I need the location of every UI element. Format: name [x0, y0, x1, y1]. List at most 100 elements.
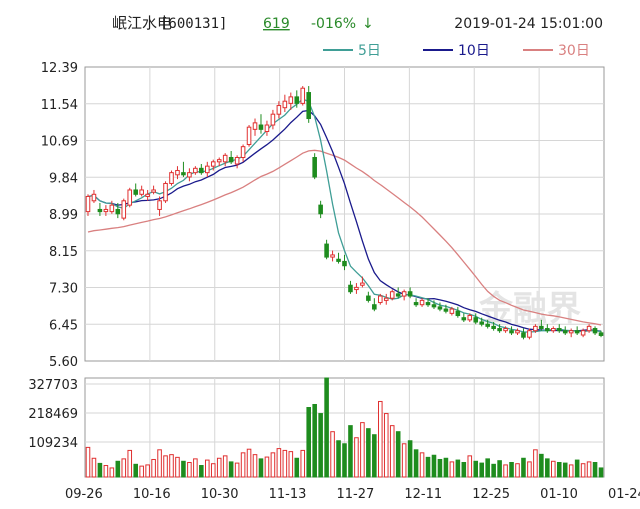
- candlestick: [109, 200, 115, 214]
- candlestick: [598, 330, 604, 338]
- candlestick: [169, 170, 174, 186]
- candlestick: [300, 86, 306, 106]
- volume-bar: [467, 455, 473, 478]
- price-tick-label: 5.60: [49, 355, 78, 370]
- volume-bar: [228, 461, 234, 478]
- candle-body: [115, 208, 121, 215]
- volume-bar: [151, 458, 156, 478]
- volume-bar: [103, 465, 109, 478]
- volume-bar: [288, 451, 294, 478]
- candle-body: [91, 193, 97, 202]
- volume-bar: [187, 461, 192, 478]
- volume-tick-label: 109234: [28, 436, 78, 451]
- ma-5-day-line: [87, 98, 602, 333]
- volume-bar: [586, 461, 592, 478]
- volume-bar: [234, 462, 240, 478]
- date-tick-label: 01-24: [608, 487, 640, 502]
- candle-body: [85, 195, 91, 213]
- legend-10-day-label: 10日: [458, 43, 490, 59]
- candle-body: [199, 167, 204, 174]
- candlestick: [324, 239, 329, 260]
- candle-body: [240, 146, 246, 158]
- candlestick: [264, 120, 270, 136]
- candlestick: [234, 155, 240, 169]
- candlestick: [318, 200, 323, 219]
- volume-bar: [121, 458, 127, 478]
- volume-bar: [318, 413, 323, 478]
- candlestick: [556, 324, 562, 333]
- candle-body: [509, 330, 514, 334]
- candle-body: [425, 302, 431, 306]
- volume-bar: [521, 457, 526, 478]
- candle-body: [139, 189, 144, 195]
- candle-body: [234, 156, 240, 165]
- candlestick: [121, 198, 127, 221]
- candlestick: [527, 328, 532, 340]
- volume-bar: [574, 459, 580, 478]
- candlestick: [222, 153, 228, 167]
- volume-bar: [533, 449, 538, 478]
- candlestick: [276, 101, 282, 119]
- candle-body: [282, 100, 288, 109]
- candle-body: [157, 200, 162, 210]
- candlestick: [312, 153, 317, 180]
- volume-bar: [366, 428, 371, 478]
- candlestick: [509, 326, 514, 336]
- candlestick: [539, 319, 544, 331]
- volume-bar: [378, 400, 383, 478]
- candlestick: [395, 287, 401, 299]
- volume-bar: [455, 459, 461, 478]
- candle-body: [586, 325, 592, 332]
- candle-body: [97, 208, 103, 213]
- price-tick-label: 11.54: [41, 98, 78, 113]
- candle-body: [300, 87, 306, 104]
- volume-bars: [85, 377, 604, 478]
- candlestick: [562, 326, 568, 336]
- candlestick: [139, 185, 144, 197]
- candlestick: [372, 298, 377, 312]
- volume-bar: [276, 448, 282, 478]
- candlestick: [479, 317, 484, 327]
- candle-body: [252, 122, 258, 130]
- candlestick: [437, 302, 443, 312]
- candle-body: [348, 284, 353, 293]
- date-tick-label: 12-25: [472, 487, 510, 502]
- volume-bar: [127, 449, 133, 478]
- candlestick: [425, 298, 431, 307]
- volume-bar: [294, 457, 300, 478]
- price-tick-label: 10.69: [41, 135, 78, 150]
- volume-bar: [210, 463, 216, 478]
- candle-body: [389, 291, 395, 299]
- price-change: -016%: [311, 16, 356, 32]
- candlestick: [228, 151, 234, 164]
- candlestick: [288, 92, 294, 110]
- volume-bar: [360, 422, 365, 478]
- volume-bar: [163, 455, 168, 478]
- candle-body: [592, 328, 598, 334]
- candle-body: [372, 304, 377, 310]
- volume-bar: [545, 458, 550, 478]
- candle-body: [545, 328, 550, 332]
- candle-body: [568, 330, 574, 334]
- candlestick: [467, 313, 473, 323]
- volume-bar: [551, 460, 556, 478]
- candlestick: [348, 280, 353, 294]
- volume-bar: [461, 461, 467, 478]
- candlestick: [199, 163, 204, 175]
- volume-bar: [348, 425, 353, 478]
- candlestick: [133, 183, 138, 197]
- candlestick: [330, 250, 335, 262]
- candle-body: [562, 330, 568, 334]
- volume-bar: [407, 440, 413, 478]
- candlestick: [216, 157, 222, 167]
- candlestick: [193, 166, 198, 175]
- volume-bar: [395, 431, 401, 478]
- volume-bar: [246, 448, 252, 478]
- candle-body: [378, 295, 383, 304]
- volume-bar: [193, 458, 198, 478]
- candle-body: [467, 315, 473, 321]
- price-tick-label: 12.39: [41, 61, 78, 76]
- candle-body: [521, 332, 526, 338]
- date-tick-label: 01-10: [540, 487, 578, 502]
- volume-bar: [181, 460, 186, 478]
